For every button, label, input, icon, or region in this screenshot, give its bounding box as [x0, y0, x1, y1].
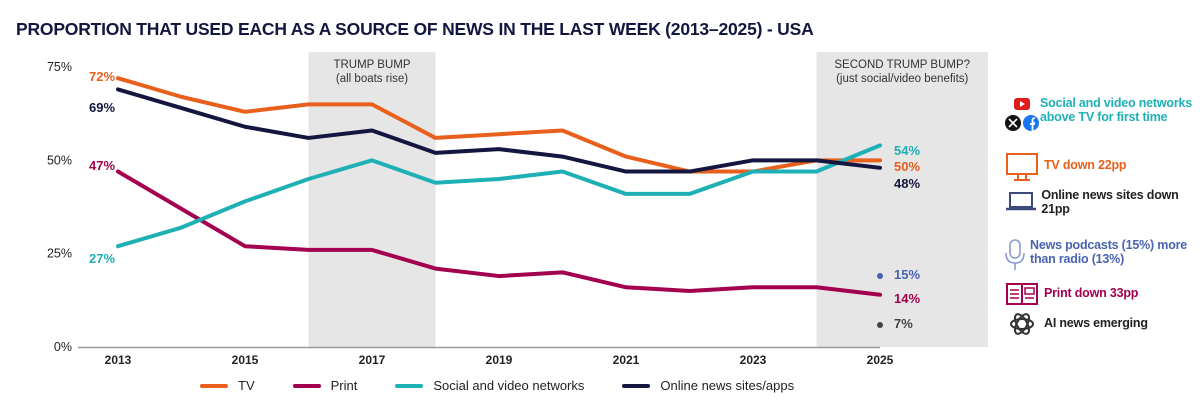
chart-title: PROPORTION THAT USED EACH AS A SOURCE OF… — [16, 19, 814, 39]
legend-item-online: Online news sites/apps — [622, 378, 794, 393]
band-title: SECOND TRUMP BUMP? — [834, 59, 970, 71]
series-line-online-news-sites-apps — [116, 87, 882, 174]
legend-item-tv: TV — [200, 378, 255, 393]
x-tick-label: 2015 — [232, 353, 259, 367]
y-tick-label: 50% — [47, 153, 72, 167]
y-tick-label: 25% — [47, 247, 72, 261]
band-title: TRUMP BUMP — [333, 59, 410, 71]
end-label: 50% — [894, 159, 920, 174]
note-social: Social and video networks above TV for f… — [1000, 96, 1200, 136]
x-tick-label: 2017 — [359, 353, 386, 367]
start-label: 27% — [89, 251, 115, 266]
laptop-icon — [1000, 188, 1041, 214]
start-label: 47% — [89, 158, 115, 173]
x-tick-label: 2025 — [867, 353, 894, 367]
note-podcasts: News podcasts (15%) more than radio (13%… — [1000, 238, 1200, 272]
end-label: 14% — [894, 291, 920, 306]
end-label: 48% — [894, 176, 920, 191]
start-label: 72% — [89, 69, 115, 84]
start-label: 69% — [89, 100, 115, 115]
note-ai: AI news emerging — [1000, 310, 1148, 338]
note-tv: TV down 22pp — [1000, 152, 1127, 182]
social-logos-icon — [1000, 96, 1040, 136]
highlight-band — [816, 52, 988, 347]
x-tick-label: 2019 — [486, 353, 513, 367]
x-tick-label: 2021 — [613, 353, 640, 367]
newspaper-icon — [1000, 282, 1044, 306]
band-subtitle: (just social/video benefits) — [836, 73, 968, 85]
note-print: Print down 33pp — [1000, 282, 1138, 306]
legend-item-print: Print — [292, 378, 357, 393]
data-point — [877, 273, 883, 279]
x-tick-label: 2023 — [740, 353, 767, 367]
highlight-band — [308, 52, 436, 347]
point-label: 15% — [894, 267, 920, 282]
end-label: 54% — [894, 143, 920, 158]
y-tick-label: 75% — [47, 60, 72, 74]
openai-icon — [1000, 310, 1044, 338]
data-point — [877, 322, 883, 328]
tv-icon — [1000, 152, 1044, 182]
note-online: Online news sites down 21pp — [1000, 188, 1200, 216]
y-tick-label: 0% — [54, 340, 72, 354]
series-line-print — [116, 169, 882, 297]
x-tick-label: 2013 — [105, 353, 132, 367]
legend: TV Print Social and video networks Onlin… — [200, 378, 794, 393]
legend-item-social: Social and video networks — [395, 378, 584, 393]
microphone-icon — [1000, 238, 1030, 272]
point-label: 7% — [894, 316, 913, 331]
band-subtitle: (all boats rise) — [336, 73, 408, 85]
series-line-social-and-video-networks — [116, 143, 882, 249]
